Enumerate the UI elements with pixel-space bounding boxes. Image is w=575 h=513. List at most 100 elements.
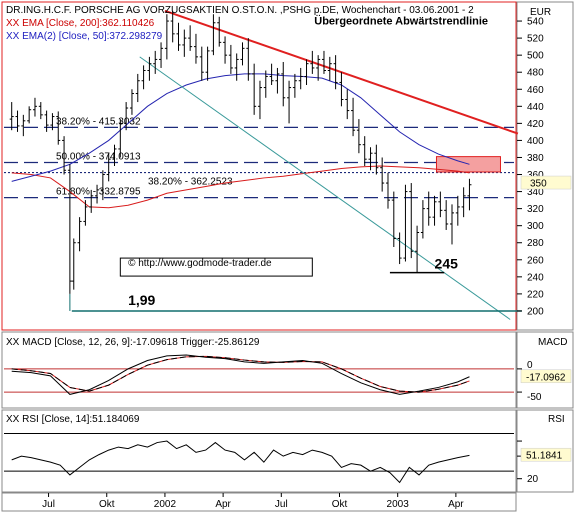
- annotation-text: © http://www.godmode-trader.de: [128, 258, 272, 269]
- price-bar: [426, 191, 431, 226]
- price-bar: [380, 157, 385, 192]
- price-bar: [89, 189, 94, 213]
- price-tick-label: 340: [527, 187, 544, 198]
- price-bar: [275, 67, 280, 94]
- price-layer: 38.20% - 415.3032 50.00% - 374.0913 38.20%…: [4, 9, 522, 320]
- fib-level-label: 38.20% - 362.2523: [148, 177, 233, 188]
- price-tick-label: 300: [527, 221, 544, 232]
- rsi-line: [11, 440, 470, 484]
- price-bar: [112, 144, 117, 166]
- price-bar: [95, 184, 100, 204]
- price-bar: [15, 110, 20, 132]
- price-tick-label: 360: [527, 170, 544, 181]
- macd-layer: [4, 354, 514, 395]
- price-tick-label: 400: [527, 136, 544, 147]
- price-bar: [62, 136, 67, 175]
- unit-label: EUR: [530, 7, 551, 18]
- price-bar: [217, 16, 222, 47]
- macd-line: [11, 354, 470, 395]
- price-bar: [38, 102, 43, 120]
- time-tick-label: Okt: [332, 499, 348, 510]
- time-axis-frame: [1, 492, 517, 512]
- price-bar: [415, 225, 420, 273]
- price-bar: [351, 97, 356, 137]
- macd-tick-label: -50: [527, 392, 542, 403]
- time-tick-label: Okt: [99, 499, 115, 510]
- time-tick-label: 2003: [387, 499, 410, 510]
- price-bar: [246, 38, 251, 81]
- price-bar: [153, 50, 158, 74]
- price-bar: [106, 153, 111, 182]
- long-term-downtrend-line: [139, 56, 511, 320]
- price-bar: [124, 102, 129, 131]
- price-panel-frame: [1, 1, 517, 331]
- price-tick-label: 540: [527, 17, 544, 28]
- price-tick-label: 440: [527, 102, 544, 113]
- price-tick-label: 320: [527, 204, 544, 215]
- price-bar: [368, 147, 373, 171]
- price-bar: [444, 200, 449, 230]
- price-bar: [56, 111, 61, 145]
- macd-current-label: -17.0962: [526, 372, 566, 383]
- price-bar: [228, 44, 233, 74]
- price-bar: [263, 70, 268, 98]
- price-bar: [438, 191, 443, 218]
- rsi-tick-label: 20: [527, 474, 539, 485]
- price-bar: [83, 200, 88, 226]
- price-bar: [292, 73, 297, 98]
- rsi-layer: [4, 433, 514, 484]
- rsi-label: XX RSI [Close, 14]:51.184069: [6, 414, 140, 425]
- price-bar: [281, 61, 286, 107]
- price-bar: [316, 55, 321, 81]
- price-bar: [9, 102, 14, 131]
- price-bar: [176, 22, 181, 51]
- fib-level-label: 50.00% - 374.0913: [56, 152, 141, 163]
- annotation-text: 1,99: [128, 292, 155, 308]
- price-bar: [362, 136, 367, 166]
- price-bar: [339, 72, 344, 107]
- macd-current-box: [520, 369, 572, 384]
- annotation-text: Übergeordnete Abwärtstrendlinie: [314, 14, 488, 27]
- price-bar: [50, 113, 55, 131]
- price-bar: [32, 97, 37, 117]
- price-bar: [252, 63, 257, 115]
- price-bar: [397, 232, 402, 265]
- price-bar: [141, 65, 146, 90]
- macd-trigger-dash: [11, 355, 470, 393]
- price-bar: [455, 195, 460, 226]
- time-tick-label: Jul: [275, 499, 288, 510]
- current-price-box: [520, 175, 572, 190]
- price-axis-frame: [516, 1, 574, 331]
- price-bar: [159, 42, 164, 68]
- price-bar: [467, 178, 472, 211]
- fib-level-label: 38.20% - 415.3032: [56, 116, 141, 127]
- annotation-text: 245: [435, 255, 459, 271]
- price-bar: [345, 89, 350, 120]
- copyright-box: [119, 257, 313, 277]
- price-bar: [432, 195, 437, 226]
- macd-tick-label: 0: [527, 360, 533, 371]
- price-tick-label: 240: [527, 272, 544, 283]
- price-bar: [188, 25, 193, 51]
- price-bar: [100, 170, 105, 201]
- price-tick-label: 220: [527, 289, 544, 300]
- price-bar: [257, 80, 262, 120]
- price-bar: [374, 144, 379, 175]
- price-bar: [403, 184, 408, 262]
- price-bar: [420, 200, 425, 239]
- macd-panel-frame: [1, 331, 517, 409]
- time-tick-label: Apr: [215, 499, 231, 510]
- price-bar: [269, 63, 274, 85]
- fib-level-label: 61.80% - 332.8795: [56, 187, 141, 198]
- price-tick-label: 460: [527, 85, 544, 96]
- time-tick-label: 2002: [154, 499, 177, 510]
- price-tick-label: 380: [527, 153, 544, 164]
- price-tick-label: 480: [527, 68, 544, 79]
- price-bar: [240, 42, 245, 66]
- price-bar: [170, 10, 175, 43]
- price-bar: [205, 46, 210, 81]
- price-bar: [356, 119, 361, 154]
- price-bar: [77, 217, 82, 252]
- price-bar: [193, 33, 198, 64]
